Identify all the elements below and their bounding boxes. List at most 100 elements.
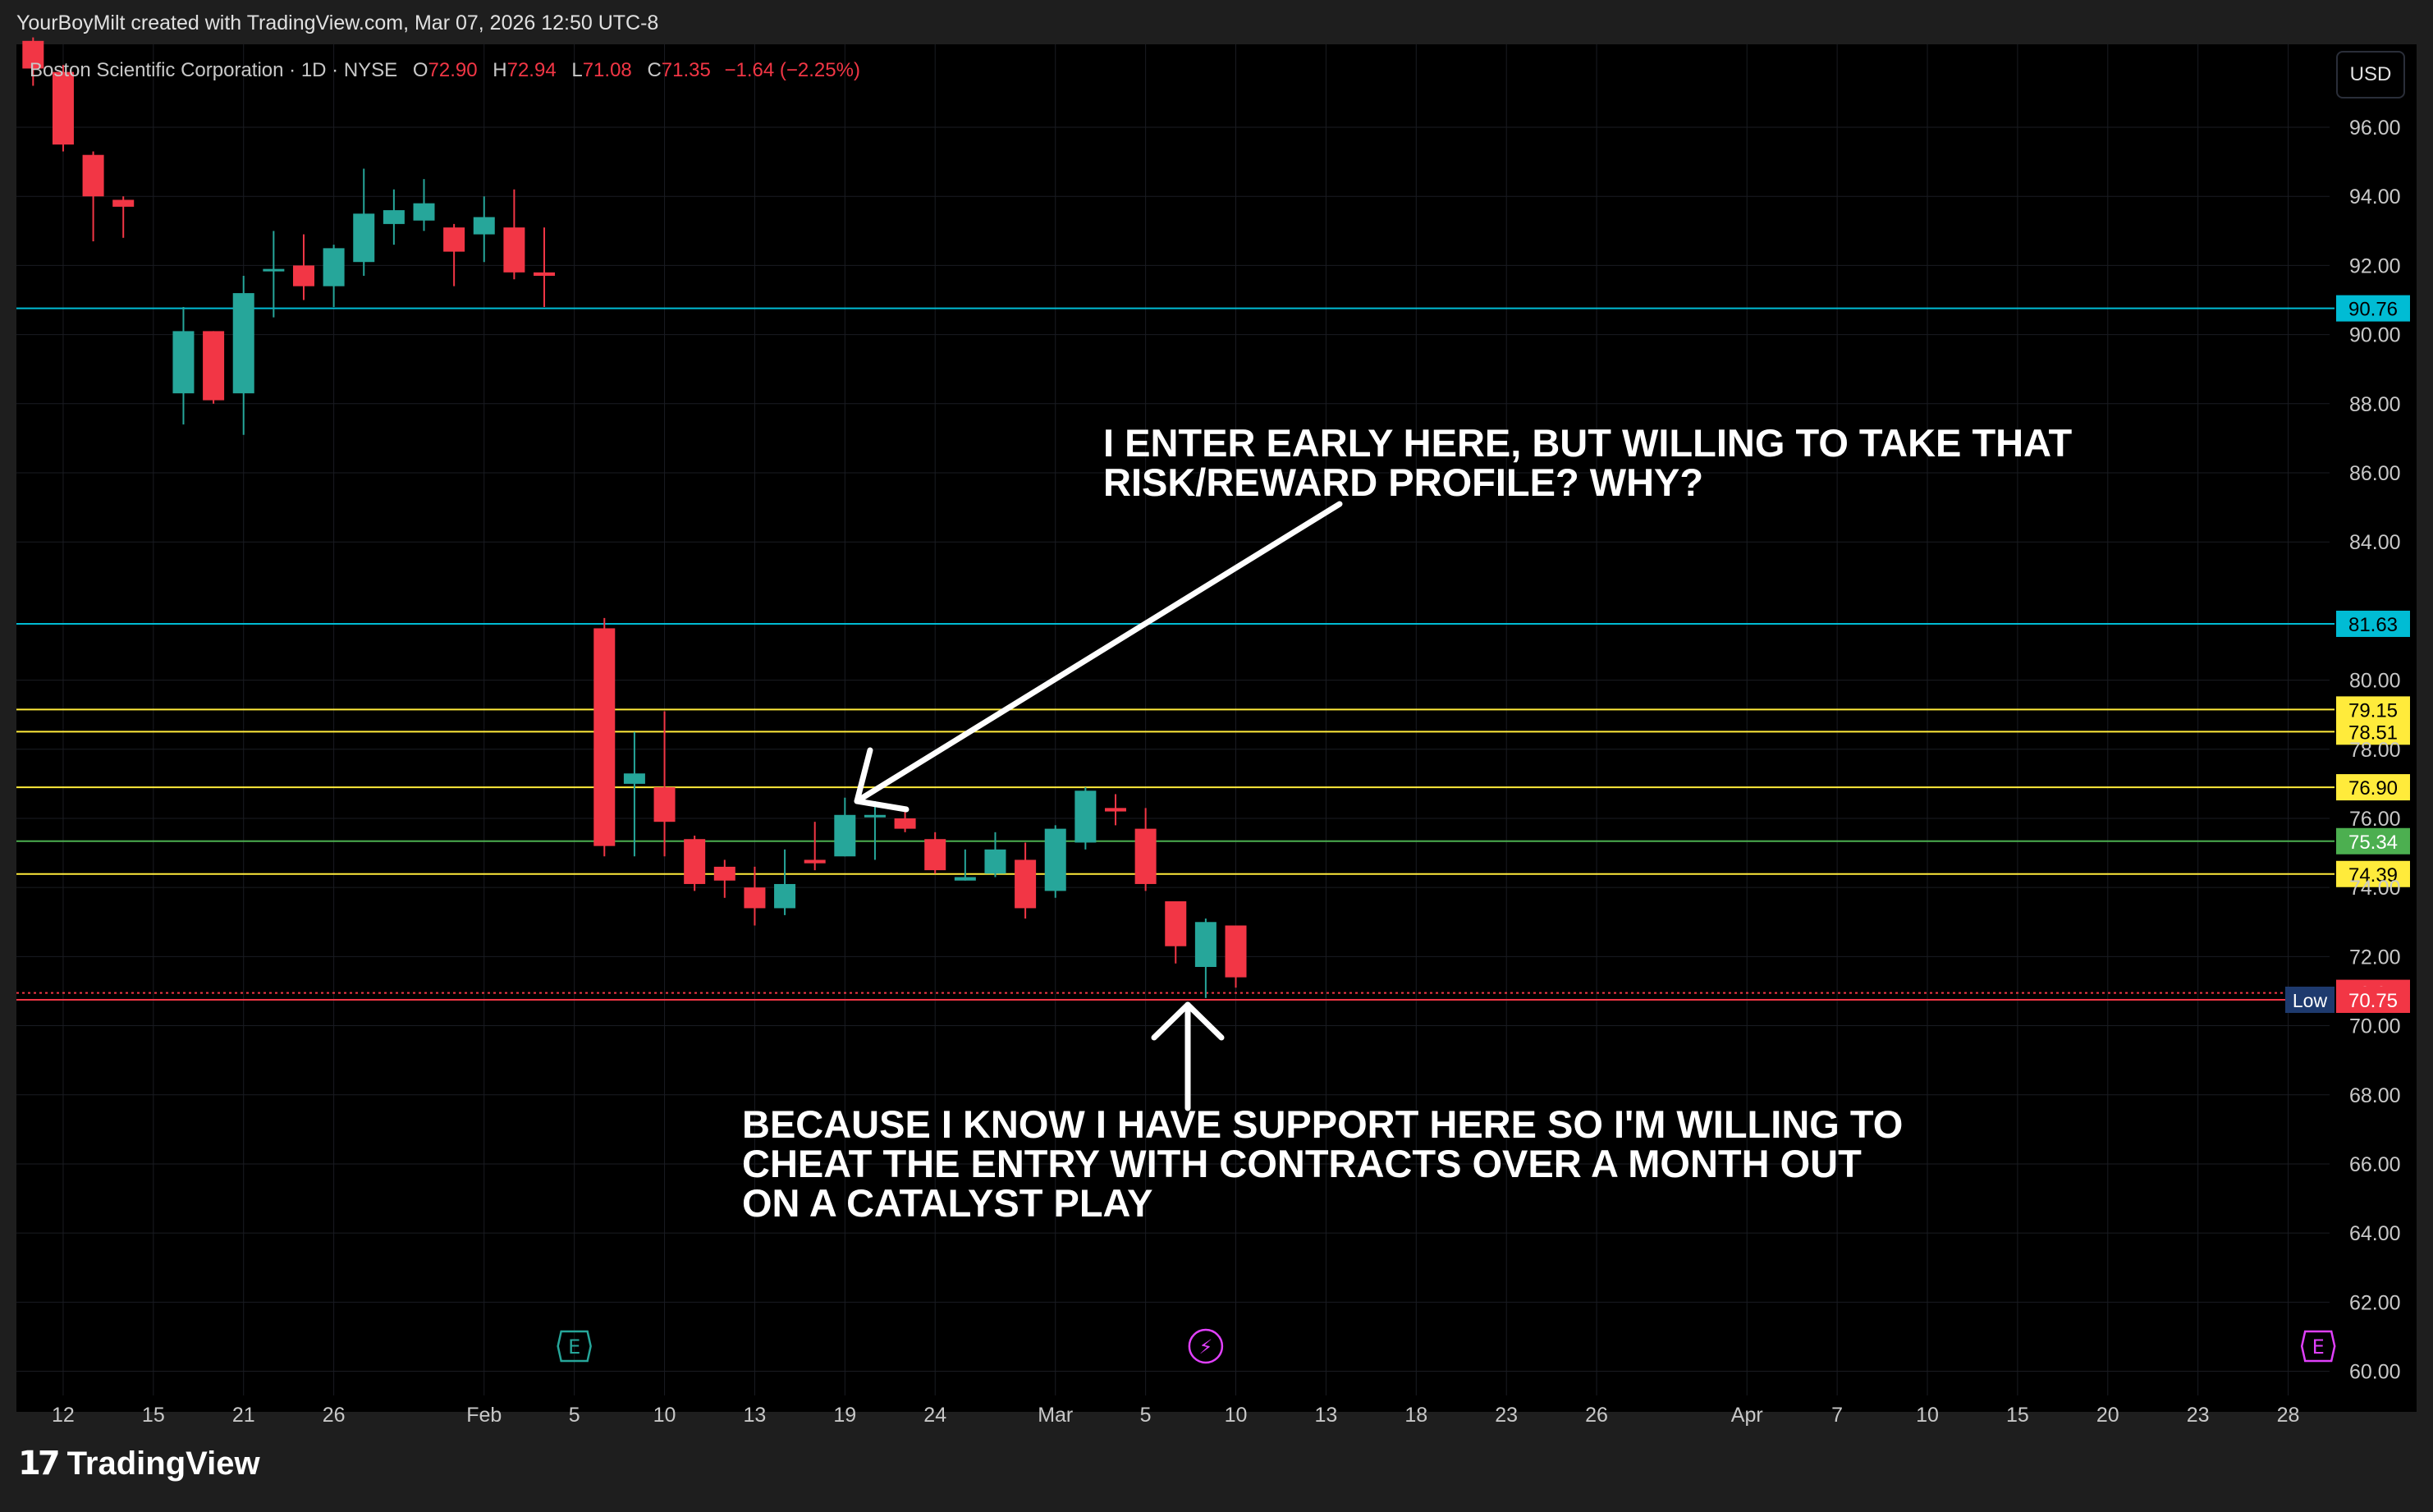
x-tick-label: 23	[2187, 1404, 2210, 1427]
x-tick-label: 28	[2277, 1404, 2300, 1427]
y-tick-label: 60.00	[2349, 1361, 2401, 1384]
candle-body	[172, 331, 195, 394]
event-symbol: E	[2312, 1336, 2325, 1359]
support-arrow-head	[1151, 1001, 1225, 1041]
y-tick-label: 84.00	[2349, 531, 2401, 554]
x-tick-label: 7	[1831, 1404, 1843, 1427]
symbol-legend: Boston Scientific Corporation · 1D · NYS…	[30, 59, 860, 82]
x-tick-label: 20	[2096, 1404, 2119, 1427]
earnings-event-icon	[557, 1330, 592, 1363]
x-tick-label: 26	[1585, 1404, 1608, 1427]
low-value: 71.08	[582, 59, 632, 81]
candle-body	[383, 210, 405, 224]
candle-body	[1194, 922, 1216, 967]
y-tick-label: 74.00	[2349, 877, 2401, 900]
x-tick-label: Mar	[1038, 1404, 1073, 1427]
tradingview-logo[interactable]: 17 TradingView	[18, 1445, 260, 1482]
x-tick-label: 10	[653, 1404, 676, 1427]
y-tick-label: 80.00	[2349, 670, 2401, 693]
level-price-tag	[2336, 718, 2410, 745]
x-tick-label: 23	[1495, 1404, 1518, 1427]
level-price-label: 79.15	[2348, 699, 2398, 722]
candle-body	[684, 839, 706, 884]
candle-body	[263, 268, 285, 272]
y-tick-label: 78.00	[2349, 739, 2401, 762]
high-value: 72.94	[506, 59, 557, 81]
candle-body	[1074, 790, 1097, 843]
x-tick-label: 12	[52, 1404, 75, 1427]
candle-body	[203, 331, 225, 401]
candle-body	[1044, 828, 1066, 891]
chart-credit: YourBoyMilt created with TradingView.com…	[16, 11, 659, 34]
candle-body	[82, 154, 104, 197]
candle-body	[52, 71, 74, 145]
y-tick-label: 94.00	[2349, 186, 2401, 208]
y-tick-label: 88.00	[2349, 393, 2401, 416]
y-tick-label: 66.00	[2349, 1153, 2401, 1176]
symbol-name: Boston Scientific Corporation · 1D · NYS…	[30, 59, 398, 81]
close-label: C	[647, 59, 662, 81]
y-tick-label: 96.00	[2349, 117, 2401, 140]
chart-panel[interactable]	[16, 44, 2417, 1412]
low-label: L	[571, 59, 583, 81]
candle-body	[353, 213, 375, 263]
level-price-tag	[2336, 774, 2410, 801]
level-price-label: 81.63	[2348, 614, 2398, 636]
open-label: O	[412, 59, 428, 81]
candle-body	[653, 787, 676, 822]
candle-body	[292, 265, 314, 286]
x-tick-label: 15	[2006, 1404, 2029, 1427]
earnings-event-icon	[2300, 1330, 2336, 1363]
level-price-label: 78.51	[2348, 722, 2398, 744]
level-tag-label: Low	[2293, 990, 2328, 1011]
support-annotation: BECAUSE I KNOW I HAVE SUPPORT HERE SO I'…	[742, 1102, 1904, 1225]
x-tick-label: 18	[1404, 1404, 1427, 1427]
y-tick-label: 70.00	[2349, 1015, 2401, 1038]
event-symbol: E	[568, 1336, 580, 1359]
dividend-event-icon	[1188, 1328, 1224, 1364]
x-tick-label: 5	[1140, 1404, 1152, 1427]
candle-body	[1225, 925, 1247, 978]
y-tick-label: 68.00	[2349, 1084, 2401, 1107]
event-symbol: ⚡	[1198, 1336, 1212, 1359]
x-tick-label: 10	[1916, 1404, 1939, 1427]
candle-body	[323, 248, 345, 286]
x-tick-label: 21	[232, 1404, 255, 1427]
high-label: H	[493, 59, 507, 81]
x-tick-label: 15	[142, 1404, 165, 1427]
level-price-tag	[2336, 986, 2410, 1013]
level-price-tag	[2336, 827, 2410, 855]
x-tick-label: 19	[833, 1404, 856, 1427]
currency-button[interactable]: USD	[2336, 51, 2405, 99]
tradingview-wordmark: TradingView	[66, 1445, 260, 1482]
candle-body	[834, 814, 856, 857]
x-tick-label: 13	[744, 1404, 767, 1427]
x-tick-label: Feb	[466, 1404, 502, 1427]
level-price-tag	[2336, 295, 2410, 322]
candle-body	[1165, 901, 1187, 946]
level-price-label: 70.75	[2348, 990, 2398, 1012]
candle-body	[954, 877, 976, 881]
candle-body	[623, 773, 645, 784]
candle-body	[774, 883, 796, 909]
entry-annotation: I ENTER EARLY HERE, BUT WILLING TO TAKE …	[1103, 421, 2073, 504]
candle-body	[984, 849, 1006, 874]
candle-body	[924, 839, 946, 871]
entry-arrow-head	[854, 747, 910, 813]
level-price-label: 74.39	[2348, 864, 2398, 887]
tradingview-logo-icon: 17	[18, 1445, 61, 1482]
level-price-label: 90.76	[2348, 299, 2398, 321]
level-price-tag	[2336, 696, 2410, 723]
x-tick-label: 10	[1225, 1404, 1248, 1427]
candle-body	[894, 818, 916, 829]
candle-body	[232, 293, 254, 394]
candle-body	[413, 203, 435, 221]
y-tick-label: 64.00	[2349, 1222, 2401, 1245]
candle-body	[713, 866, 735, 881]
y-tick-label: 72.00	[2349, 946, 2401, 969]
x-tick-label: 26	[323, 1404, 346, 1427]
candle-body	[503, 227, 525, 273]
level-price-label: 76.90	[2348, 777, 2398, 800]
y-tick-label: 62.00	[2349, 1291, 2401, 1314]
